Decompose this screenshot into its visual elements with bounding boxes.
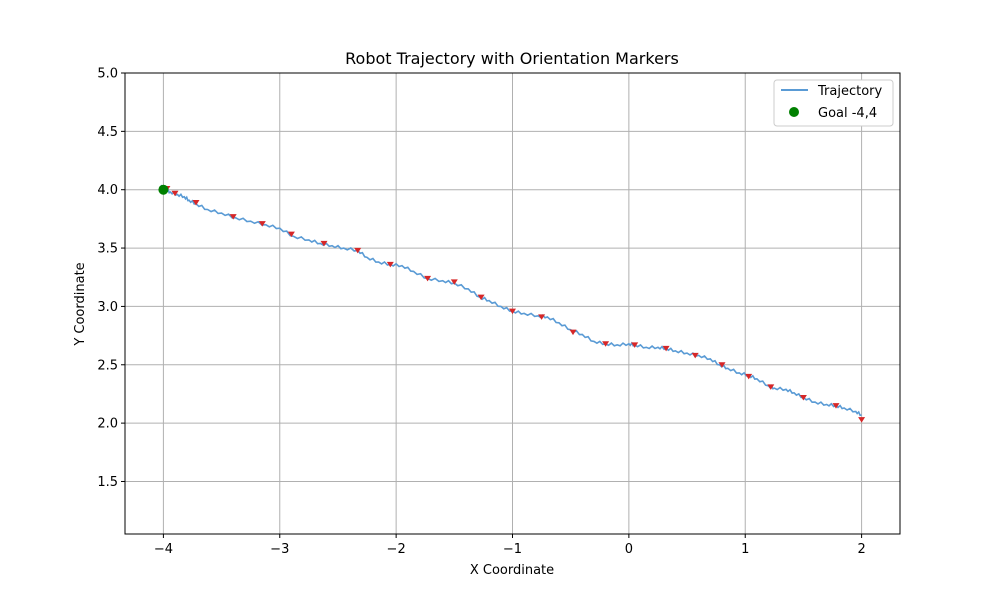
orientation-marker [767,384,775,390]
legend-label-trajectory: Trajectory [817,84,882,99]
orientation-marker [662,345,670,352]
legend-label-goal: Goal -4,4 [818,106,877,121]
goal-marker [158,184,169,195]
y-tick-label: 1.5 [97,475,118,490]
orientation-marker [691,352,699,359]
orientation-marker [192,200,200,206]
orientation-marker [320,240,328,247]
legend-marker-goal [789,107,799,117]
y-tick-label: 4.0 [97,183,118,198]
x-axis-label: X Coordinate [470,563,554,578]
plot-area [158,184,866,423]
y-tick-label: 3.5 [97,242,118,257]
x-tick-label: 2 [857,542,865,557]
orientation-marker [386,261,394,268]
legend: Trajectory Goal -4,4 [773,79,894,127]
x-tick-label: −1 [503,542,522,557]
y-tick-label: 4.5 [97,125,118,140]
y-tick-label: 2.0 [97,417,118,432]
chart-title: Robot Trajectory with Orientation Marker… [345,49,679,68]
orientation-marker [258,221,266,227]
y-axis-label: Y Coordinate [73,262,88,346]
orientation-marker [631,342,639,348]
x-tick-label: 1 [741,542,749,557]
orientation-marker [718,362,726,368]
x-tick-label: −3 [270,542,289,557]
x-tick-label: −2 [387,542,406,557]
x-tick-label: −4 [154,542,173,557]
orientation-marker [354,247,362,254]
orientation-marker [450,279,458,285]
orientation-marker [424,275,432,282]
y-axis: 1.5 2.0 2.5 3.0 3.5 4.0 4.5 5.0 [97,67,125,490]
x-tick-label: 0 [625,542,633,557]
orientation-marker [799,395,807,401]
orientation-marker [171,190,179,197]
orientation-marker [745,373,753,380]
orientation-marker [569,329,577,336]
y-tick-label: 2.5 [97,358,118,373]
orientation-marker [477,294,485,301]
x-axis: −4 −3 −2 −1 0 1 2 [154,534,866,557]
orientation-marker [832,403,840,409]
orientation-marker [229,214,237,220]
orientation-marker [602,341,610,347]
orientation-marker [509,308,516,315]
y-tick-label: 5.0 [97,67,118,82]
orientation-marker [538,314,546,320]
orientation-marker [858,417,866,423]
y-tick-label: 3.0 [97,300,118,315]
legend-box [773,79,894,127]
orientation-marker [287,231,295,238]
